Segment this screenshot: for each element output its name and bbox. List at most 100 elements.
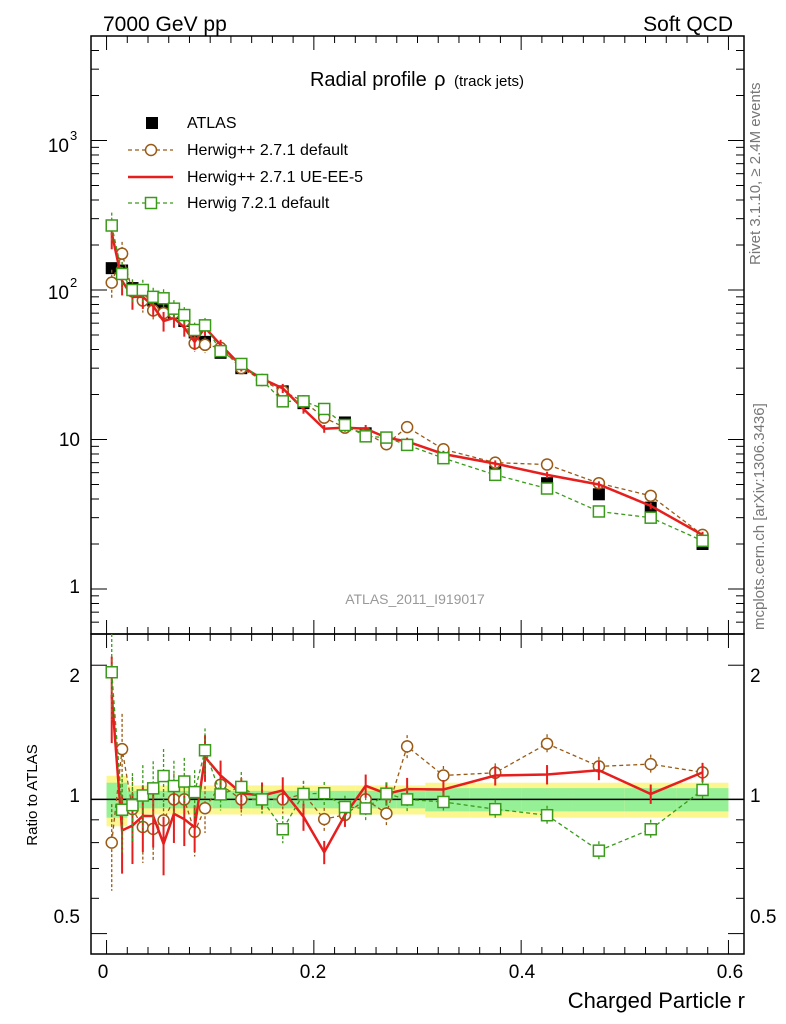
marker-herwig7 (488, 468, 502, 482)
marker-herwig7 (696, 534, 709, 548)
legend-label-atlas: ATLAS (187, 115, 237, 132)
series-line-3 (111, 225, 703, 542)
ratio-marker-herwig7 (297, 787, 310, 801)
ratio-marker-herwig7 (644, 823, 657, 836)
source-label: mcplots.cern.ch [arXiv:1306.3436] (751, 403, 768, 630)
marker-herwig7 (400, 438, 414, 452)
ratio-marker-herwig-default (644, 757, 657, 771)
ratio-marker-herwig7 (136, 789, 150, 802)
ratio-marker-herwig-default (198, 801, 212, 815)
ratio-marker-herwig7 (359, 802, 372, 815)
marker-herwig7 (317, 402, 331, 416)
ratio-marker-herwig7 (167, 779, 181, 793)
legend-marker-atlas (146, 117, 158, 129)
ratio-marker-herwig7 (157, 769, 170, 783)
marker-herwig-default (540, 458, 554, 471)
y-tick-label-100-exp: 2 (70, 275, 77, 290)
ratio-line-3 (111, 672, 703, 852)
ratio-marker-herwig-default (400, 740, 414, 753)
ratio-marker-herwig-default (380, 807, 393, 820)
ratio-marker-herwig7 (592, 844, 606, 857)
marker-herwig-default (198, 338, 212, 352)
marker-herwig-default (105, 276, 118, 289)
ratio-marker-herwig-default (317, 812, 331, 826)
x-tick-label-0.2: 0.2 (300, 962, 326, 983)
marker-herwig7 (235, 357, 248, 371)
legend-marker-herwig7 (144, 196, 158, 210)
marker-herwig7 (437, 451, 450, 465)
ratio-tick-label-right-2: 2 (750, 666, 761, 687)
marker-herwig7 (276, 395, 290, 408)
analysis-label: ATLAS_2011_I919017 (345, 591, 485, 607)
marker-herwig7 (115, 267, 129, 281)
ratio-line-2 (110, 694, 704, 855)
marker-herwig7 (214, 344, 227, 358)
header-left: 7000 GeV pp (103, 13, 227, 36)
plot-title: Radial profile ρ (track jets) (310, 69, 524, 91)
plot-title-symbol: ρ (434, 69, 445, 91)
ratio-axis-label: Ratio to ATLAS (24, 744, 41, 845)
ratio-marker-herwig7 (188, 785, 201, 799)
ratio-marker-herwig-default (540, 737, 554, 750)
ratio-marker-herwig7 (235, 780, 248, 794)
ratio-tick-label-right-1: 1 (750, 786, 761, 807)
marker-herwig7 (380, 431, 393, 444)
y-tick-label-100-base: 10 (48, 283, 69, 304)
ratio-marker-herwig7 (276, 823, 290, 836)
x-tick-label-0: 0 (98, 962, 109, 983)
marker-herwig7 (540, 482, 554, 495)
plot-title-main: Radial profile (310, 69, 427, 91)
ratio-marker-herwig7 (317, 787, 331, 800)
marker-herwig7 (198, 319, 212, 332)
data-point-atlas (592, 488, 605, 501)
ratio-marker-herwig7 (696, 783, 709, 797)
ratio-marker-herwig7 (198, 744, 212, 757)
legend: ATLAS Herwig++ 2.7.1 default Herwig++ 2.… (128, 115, 363, 212)
marker-herwig7 (188, 323, 201, 337)
series-line-2 (110, 232, 704, 537)
rivet-version-label: Rivet 3.1.10, ≥ 2.4M events (747, 83, 764, 266)
ratio-marker-herwig7 (105, 666, 118, 679)
ratio-marker-herwig-default (115, 742, 129, 756)
legend-label-herwig-default: Herwig++ 2.7.1 default (187, 142, 349, 159)
ratio-marker-herwig7 (146, 782, 160, 795)
legend-label-herwig-ueee5: Herwig++ 2.7.1 UE-EE-5 (187, 169, 363, 186)
marker-herwig7 (255, 373, 269, 387)
marker-herwig-default (644, 489, 657, 503)
marker-herwig7 (136, 283, 150, 297)
ratio-marker-herwig7 (338, 800, 352, 814)
ratio-line-1 (111, 742, 703, 843)
legend-label-herwig7: Herwig 7.2.1 default (187, 195, 330, 212)
ratio-marker-herwig7 (380, 787, 393, 800)
ratio-tick-label-1: 1 (69, 786, 80, 807)
marker-herwig7 (297, 395, 310, 408)
marker-herwig7 (105, 219, 118, 232)
x-axis-label: Charged Particle r (568, 988, 745, 1013)
marker-herwig7 (644, 511, 657, 524)
y-tick-label-1000-exp: 3 (70, 128, 77, 143)
marker-herwig7 (167, 302, 181, 315)
marker-herwig7 (146, 290, 160, 304)
ratio-marker-herwig-default (105, 836, 118, 849)
ratio-marker-herwig-default (437, 769, 450, 782)
ratio-marker-herwig7 (488, 802, 502, 816)
plot-title-suffix: (track jets) (454, 73, 524, 90)
ratio-tick-label-right-0.5: 0.5 (750, 907, 776, 928)
header-right: Soft QCD (643, 13, 733, 36)
ratio-marker-herwig7 (400, 793, 414, 806)
x-tick-label-0.6: 0.6 (717, 962, 743, 983)
marker-herwig7 (126, 283, 139, 297)
marker-herwig7 (178, 308, 191, 322)
y-tick-label-10: 10 (59, 430, 80, 451)
marker-herwig7 (592, 505, 606, 518)
ratio-marker-herwig7 (126, 798, 139, 812)
ratio-marker-herwig7 (540, 808, 554, 822)
ratio-tick-label-2: 2 (69, 666, 80, 687)
ratio-tick-label-0.5: 0.5 (54, 907, 80, 928)
legend-marker-herwig-default (144, 143, 158, 157)
marker-herwig-default (400, 420, 414, 434)
marker-herwig7 (157, 292, 170, 305)
marker-herwig7 (338, 418, 352, 432)
y-tick-label-1000-base: 10 (48, 136, 69, 157)
